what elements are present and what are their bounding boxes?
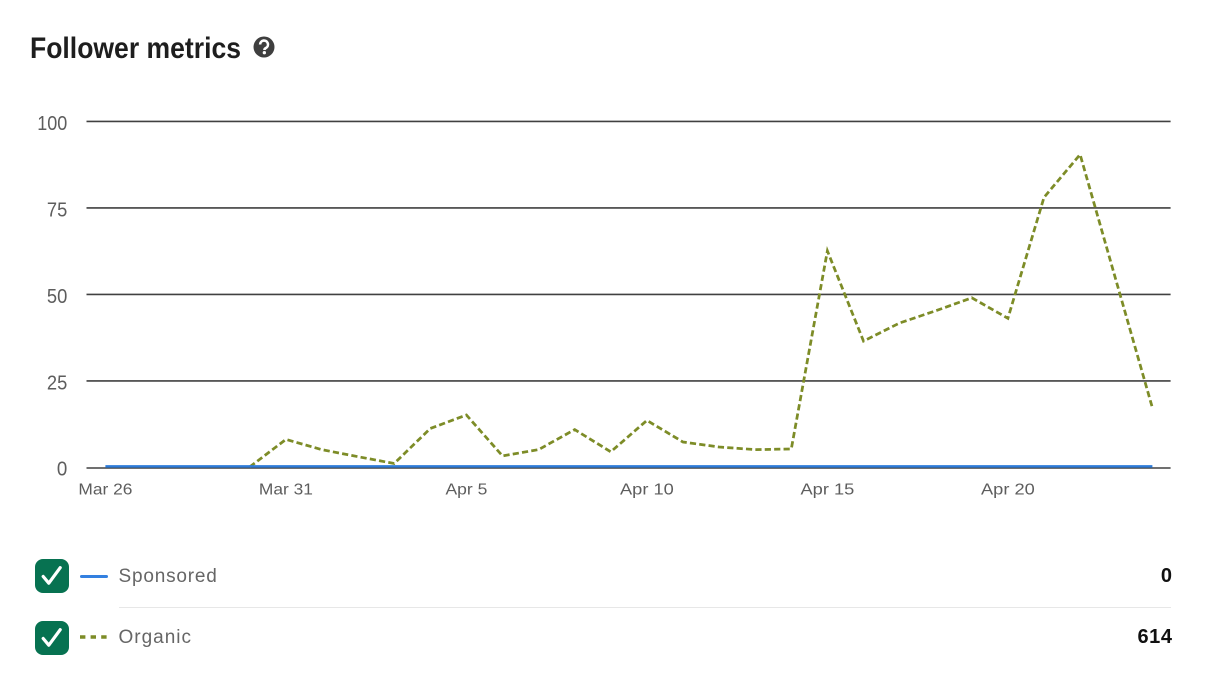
svg-text:50: 50 (47, 286, 67, 308)
svg-text:75: 75 (47, 199, 67, 221)
svg-text:25: 25 (47, 372, 67, 394)
svg-text:100: 100 (37, 113, 67, 135)
svg-text:Apr 10: Apr 10 (620, 482, 674, 499)
svg-text:0: 0 (57, 459, 67, 481)
svg-text:Mar 26: Mar 26 (78, 482, 132, 499)
svg-text:Apr 5: Apr 5 (446, 482, 488, 499)
svg-text:Apr 15: Apr 15 (801, 482, 855, 499)
svg-text:Mar 31: Mar 31 (259, 482, 313, 499)
svg-text:Apr 20: Apr 20 (981, 482, 1035, 499)
